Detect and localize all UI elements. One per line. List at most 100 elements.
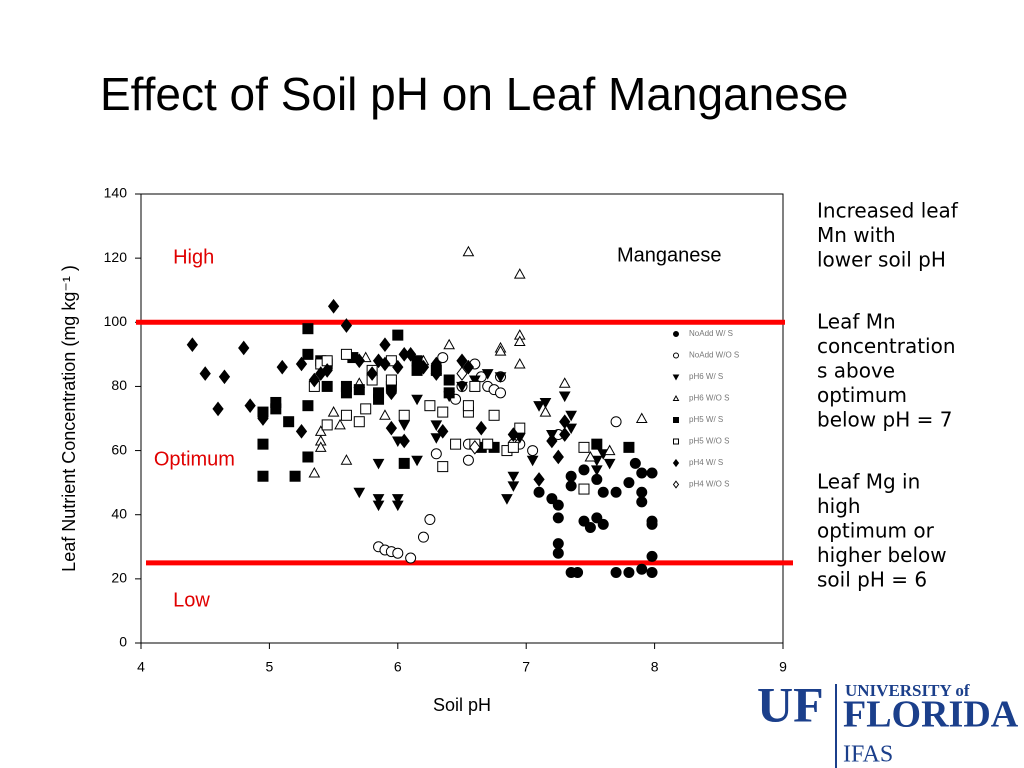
point bbox=[636, 486, 648, 498]
point bbox=[360, 403, 372, 415]
point bbox=[321, 363, 333, 378]
point bbox=[565, 423, 577, 435]
point bbox=[533, 401, 545, 412]
point bbox=[456, 366, 468, 381]
point bbox=[302, 400, 314, 412]
point bbox=[636, 563, 648, 575]
legend-marker bbox=[672, 374, 680, 381]
note-line: s above bbox=[817, 359, 895, 383]
point bbox=[513, 335, 526, 347]
point bbox=[398, 409, 410, 421]
point bbox=[437, 424, 449, 439]
legend-label: NoAdd W/ S bbox=[689, 329, 733, 338]
point bbox=[417, 359, 430, 375]
note-line: higher below bbox=[817, 543, 947, 567]
point bbox=[238, 340, 250, 356]
point bbox=[443, 374, 455, 386]
y-tick-label: 40 bbox=[111, 505, 127, 521]
point bbox=[437, 461, 449, 473]
point bbox=[533, 472, 545, 487]
note-line: Mn with bbox=[817, 223, 896, 247]
point bbox=[623, 441, 635, 453]
point bbox=[591, 512, 603, 524]
point bbox=[469, 380, 481, 392]
point bbox=[590, 465, 603, 476]
point bbox=[340, 318, 353, 333]
point bbox=[379, 409, 391, 420]
point bbox=[270, 403, 282, 415]
point bbox=[597, 486, 609, 498]
legend-marker bbox=[672, 458, 680, 468]
point bbox=[411, 394, 423, 406]
point bbox=[443, 338, 456, 350]
point bbox=[514, 422, 526, 434]
point bbox=[398, 433, 410, 449]
series bbox=[533, 457, 658, 578]
point bbox=[507, 441, 519, 453]
point bbox=[623, 477, 635, 489]
point bbox=[584, 450, 597, 462]
point bbox=[635, 412, 648, 423]
point bbox=[385, 420, 398, 436]
point bbox=[212, 401, 224, 417]
point bbox=[353, 353, 365, 369]
note-line: optimum or bbox=[817, 519, 935, 543]
legend-label: pH6 W/ S bbox=[689, 372, 723, 381]
point bbox=[488, 409, 500, 421]
point bbox=[392, 547, 404, 559]
point bbox=[443, 387, 455, 399]
annotation: Optimum bbox=[154, 448, 235, 470]
y-tick-label: 120 bbox=[104, 249, 128, 265]
point bbox=[295, 424, 308, 439]
y-axis-label: Leaf Nutrient Concentration (mg kg⁻¹ ) bbox=[59, 265, 79, 572]
legend-marker bbox=[673, 352, 679, 359]
point bbox=[411, 455, 423, 467]
point bbox=[430, 356, 442, 372]
point bbox=[475, 420, 487, 436]
point bbox=[398, 420, 411, 431]
point bbox=[578, 464, 590, 476]
point bbox=[469, 440, 481, 455]
point bbox=[437, 406, 449, 418]
legend-label: pH5 W/O S bbox=[689, 437, 729, 446]
point bbox=[366, 366, 378, 381]
point bbox=[373, 387, 385, 399]
point bbox=[398, 457, 410, 469]
y-tick-label: 80 bbox=[111, 377, 127, 393]
point bbox=[321, 380, 333, 392]
point bbox=[610, 566, 622, 578]
point bbox=[340, 454, 353, 465]
point bbox=[539, 406, 552, 417]
point bbox=[546, 433, 558, 449]
point bbox=[417, 531, 429, 543]
chart: 4 5 6 7 8 9 0 20 40 60 80 100 120 140 Soil pH Leaf Nutr… bbox=[59, 185, 793, 715]
note-line: high bbox=[817, 494, 861, 518]
point bbox=[327, 298, 340, 314]
x-tick-label: 4 bbox=[137, 659, 145, 675]
point bbox=[636, 496, 648, 508]
point bbox=[495, 387, 507, 399]
point bbox=[578, 483, 590, 495]
x-tick-label: 5 bbox=[266, 659, 274, 675]
point bbox=[314, 441, 327, 452]
point bbox=[372, 458, 385, 470]
point bbox=[257, 411, 269, 426]
series bbox=[373, 352, 622, 564]
x-tick-label: 9 bbox=[779, 659, 787, 675]
point bbox=[437, 352, 449, 364]
point bbox=[392, 359, 404, 375]
point bbox=[646, 518, 658, 530]
point bbox=[552, 499, 564, 511]
point bbox=[424, 514, 436, 526]
point bbox=[507, 471, 520, 483]
point bbox=[533, 486, 545, 498]
point bbox=[597, 518, 609, 530]
x-axis-label: Soil pH bbox=[433, 695, 491, 715]
series bbox=[308, 348, 590, 495]
legend-marker bbox=[672, 480, 680, 489]
point bbox=[610, 486, 622, 498]
point bbox=[578, 441, 590, 453]
point bbox=[603, 444, 616, 456]
point bbox=[646, 566, 658, 578]
